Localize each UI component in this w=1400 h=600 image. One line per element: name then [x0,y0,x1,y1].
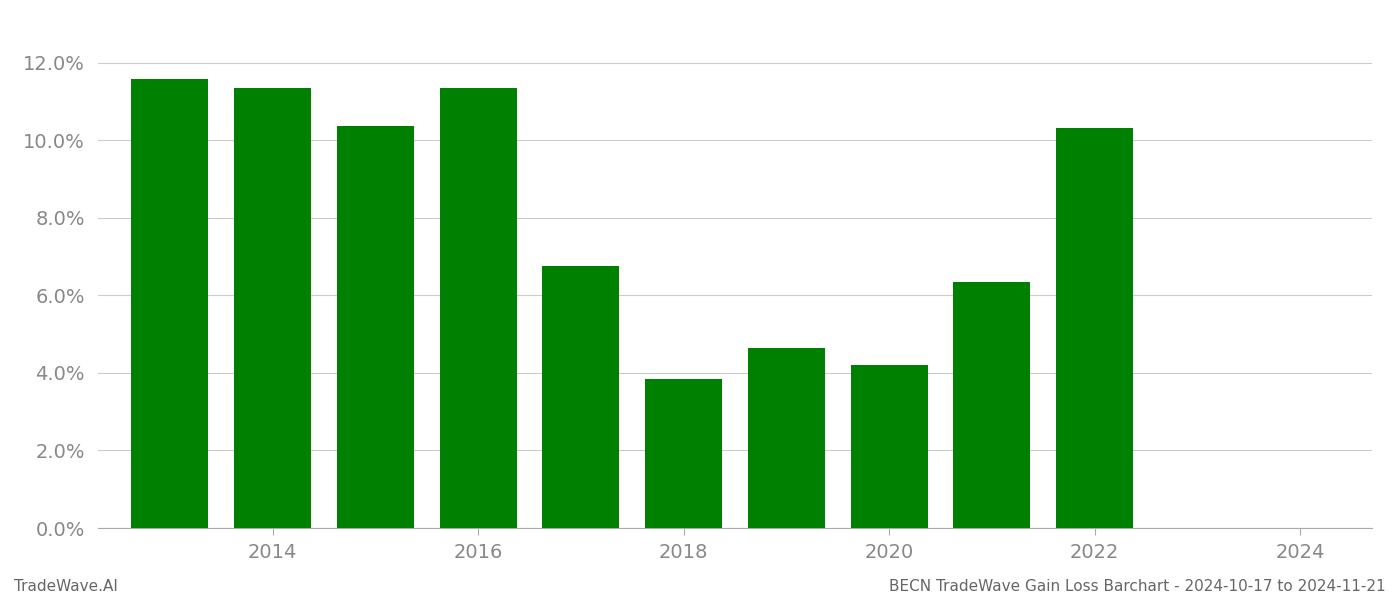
Text: BECN TradeWave Gain Loss Barchart - 2024-10-17 to 2024-11-21: BECN TradeWave Gain Loss Barchart - 2024… [889,579,1386,594]
Bar [851,365,928,528]
Bar [337,126,414,528]
Bar [542,266,619,528]
Bar [1056,128,1133,528]
Bar [132,79,209,528]
Bar [440,88,517,528]
Bar [645,379,722,528]
Bar [234,88,311,528]
Bar [748,348,825,528]
Bar [953,282,1030,528]
Text: TradeWave.AI: TradeWave.AI [14,579,118,594]
